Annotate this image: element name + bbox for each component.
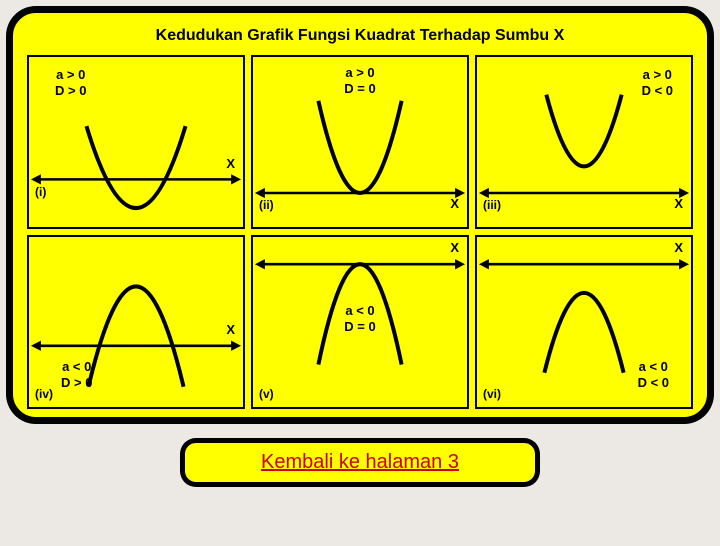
x-axis-label: X [450,196,459,211]
roman-label: (iv) [35,387,53,401]
condition-label: a < 0D = 0 [344,302,375,335]
back-link-frame[interactable]: Kembali ke halaman 3 [180,438,540,487]
condition-label: a > 0D < 0 [642,67,673,100]
cell-ii: a > 0D = 0 (ii) X [251,55,469,229]
cell-vi: a < 0D < 0 (vi) X [475,235,693,409]
x-axis-label: X [450,240,459,255]
x-axis-label: X [674,240,683,255]
cell-i: a > 0D > 0 (i) X [27,55,245,229]
back-link-inner: Kembali ke halaman 3 [183,441,537,484]
cell-iii: a > 0D < 0 (iii) X [475,55,693,229]
roman-label: (v) [259,387,274,401]
condition-label: a < 0D < 0 [638,359,669,392]
cell-v: a < 0D = 0 (v) X [251,235,469,409]
roman-label: (ii) [259,198,274,212]
x-axis-label: X [226,156,235,171]
cell-iv: a < 0D > 0 (iv) X [27,235,245,409]
x-axis-label: X [674,196,683,211]
roman-label: (vi) [483,387,501,401]
diagram-panel: Kedudukan Grafik Fungsi Kuadrat Terhadap… [10,10,710,420]
parabola-grid: a > 0D > 0 (i) X a > 0D = 0 (ii) X a > 0D < … [27,55,693,409]
condition-label: a > 0D > 0 [55,67,86,100]
x-axis-label: X [226,322,235,337]
diagram-title: Kedudukan Grafik Fungsi Kuadrat Terhadap… [27,27,693,45]
diagram-frame: Kedudukan Grafik Fungsi Kuadrat Terhadap… [6,6,714,424]
condition-label: a > 0D = 0 [344,65,375,98]
condition-label: a < 0D > 0 [61,359,92,392]
roman-label: (i) [35,185,46,199]
back-link-label: Kembali ke halaman 3 [261,451,459,473]
roman-label: (iii) [483,198,501,212]
